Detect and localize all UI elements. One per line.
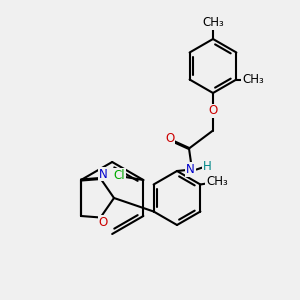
Text: CH₃: CH₃: [242, 73, 264, 86]
Text: O: O: [208, 104, 217, 118]
Text: CH₃: CH₃: [202, 16, 224, 29]
Text: H: H: [202, 160, 211, 173]
Text: CH₃: CH₃: [206, 175, 228, 188]
Text: N: N: [99, 167, 108, 181]
Text: N: N: [186, 163, 195, 176]
Text: Cl: Cl: [113, 169, 125, 182]
Text: O: O: [99, 215, 108, 229]
Text: O: O: [165, 131, 174, 145]
